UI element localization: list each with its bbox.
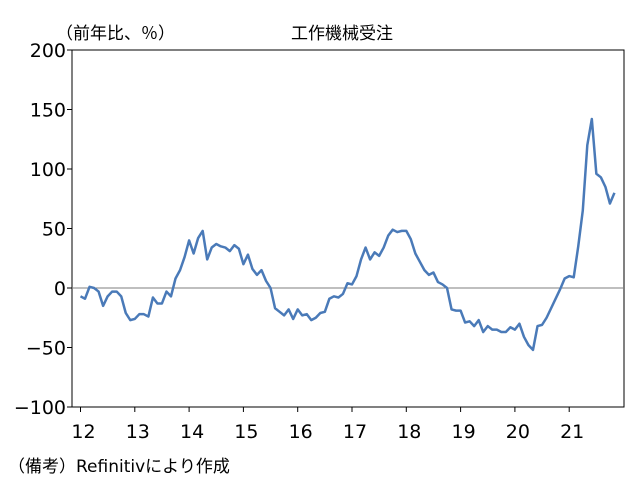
y-axis: 200 150 100 50 0 −50 −100 [14,40,72,419]
x-tick-label: 17 [343,421,367,443]
y-tick-label: −50 [26,338,66,360]
series-line [79,117,616,352]
source-note: （備考）Refinitivにより作成 [8,457,230,477]
y-tick-label: 100 [30,159,66,181]
x-tick-label: 16 [289,421,313,443]
x-tick-label: 13 [126,421,150,443]
y-tick-label: 50 [42,219,66,241]
x-tick-label: 20 [506,421,530,443]
x-tick-label: 21 [560,421,584,443]
y-tick-label: 0 [54,278,66,300]
plot-frame [71,49,625,408]
x-tick-label: 14 [180,421,204,443]
chart-title: 工作機械受注 [291,24,393,44]
y-axis-label: （前年比、％） [56,24,175,44]
x-tick-label: 12 [71,421,95,443]
y-tick-label: 200 [30,40,66,62]
x-tick-label: 19 [452,421,476,443]
y-tick-label: 150 [30,100,66,122]
y-tick-label: −100 [14,397,66,419]
x-tick-label: 18 [397,421,421,443]
x-tick-label: 15 [234,421,258,443]
x-axis: 12 13 14 15 16 17 18 19 20 21 [71,407,584,443]
